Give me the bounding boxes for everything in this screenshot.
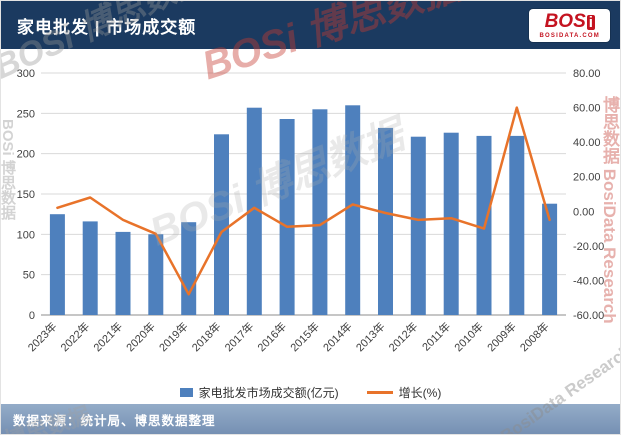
x-axis-tick: 2019年 xyxy=(156,319,191,354)
bar-swatch-icon xyxy=(179,387,193,397)
left-axis-tick: 250 xyxy=(17,108,35,120)
bar xyxy=(542,203,558,315)
x-axis-tick: 2021年 xyxy=(90,319,125,354)
bar xyxy=(246,107,262,315)
data-source-text: 数据来源：统计局、博思数据整理 xyxy=(13,413,216,428)
bar xyxy=(214,134,229,315)
bar xyxy=(345,105,361,315)
x-axis-tick: 2022年 xyxy=(57,319,92,354)
bosi-logo-brand: BOS i xyxy=(539,12,600,31)
left-axis-tick: 50 xyxy=(23,270,35,282)
chart-legend: 家电批发市场成交额(亿元) 增长(%) xyxy=(1,379,620,405)
bosi-logo-text: BOS xyxy=(544,10,586,32)
bosi-logo-domain: BOSIDATA.COM xyxy=(539,32,600,39)
left-axis-tick: 300 xyxy=(17,68,35,80)
bar xyxy=(312,109,328,315)
left-axis-tick: 100 xyxy=(17,229,35,241)
x-axis-tick: 2009年 xyxy=(484,319,519,354)
right-axis-tick: 60.00 xyxy=(573,103,601,115)
line-swatch-icon xyxy=(366,390,393,394)
x-axis-tick: 2016年 xyxy=(254,319,289,354)
x-axis-tick: 2018年 xyxy=(189,319,224,354)
left-axis-tick: 0 xyxy=(29,310,35,322)
right-axis-tick: -20.00 xyxy=(573,241,604,253)
bar xyxy=(509,135,525,315)
x-axis-tick: 2017年 xyxy=(221,319,256,354)
page-title: 家电批发 | 市场成交额 xyxy=(17,17,197,37)
right-axis-tick: 0.00 xyxy=(573,206,594,218)
bar xyxy=(443,132,459,315)
header-bar: 家电批发 | 市场成交额 BOS i BOSIDATA.COM xyxy=(1,1,620,49)
right-axis-tick: 40.00 xyxy=(573,137,601,149)
bosi-logo-i-icon: i xyxy=(586,13,595,31)
bar xyxy=(378,127,393,316)
x-axis-tick: 2020年 xyxy=(123,319,158,354)
growth-line xyxy=(56,106,551,296)
bar xyxy=(115,231,131,315)
bar xyxy=(410,136,426,315)
left-axis-tick: 150 xyxy=(17,189,35,201)
left-axis-tick: 200 xyxy=(17,149,35,161)
right-axis-tick: 80.00 xyxy=(573,68,601,80)
x-axis-tick: 2011年 xyxy=(419,319,453,353)
x-axis-tick: 2015年 xyxy=(287,319,322,354)
x-axis-tick: 2014年 xyxy=(320,319,355,354)
legend-bar-label: 家电批发市场成交额(亿元) xyxy=(198,385,339,400)
bar xyxy=(279,119,295,315)
legend-item-bar: 家电批发市场成交额(亿元) xyxy=(179,384,339,401)
legend-line-label: 增长(%) xyxy=(398,385,442,400)
bar xyxy=(148,234,164,315)
bosi-logo: BOS i BOSIDATA.COM xyxy=(529,8,610,42)
right-axis-tick: 20.00 xyxy=(573,172,601,184)
footer-bar: 数据来源：统计局、博思数据整理 xyxy=(1,404,620,434)
x-axis-tick: 2013年 xyxy=(353,319,388,354)
x-axis-tick: 2023年 xyxy=(25,319,60,354)
x-axis-tick: 2008年 xyxy=(517,319,552,354)
bar xyxy=(49,214,65,315)
x-axis-tick: 2010年 xyxy=(451,319,486,354)
chart: 0 50 100 150 200 250 300 -60.00 -40.00 -20.00 0.00… xyxy=(17,68,605,354)
x-axis-tick: 2012年 xyxy=(385,319,420,354)
legend-item-line: 增长(%) xyxy=(366,384,442,401)
bar xyxy=(181,222,197,315)
right-axis-tick: -60.00 xyxy=(573,310,604,322)
right-axis-tick: -40.00 xyxy=(573,275,604,287)
bar xyxy=(82,221,98,315)
